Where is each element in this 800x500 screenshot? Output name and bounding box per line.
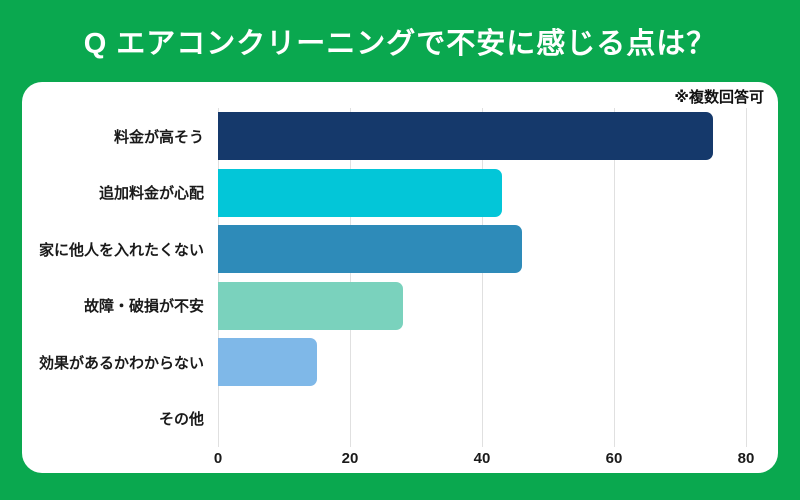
x-axis: 0 20 40 60 80 (214, 450, 778, 472)
bar (218, 225, 522, 274)
bar-track (218, 225, 778, 274)
bar-track (218, 112, 778, 161)
x-tick-label: 80 (737, 450, 755, 467)
category-label: 故障・破損が不安 (83, 298, 204, 316)
bar (218, 338, 317, 387)
x-tick-label: 20 (341, 450, 359, 467)
chart-card: ※複数回答可 料金が高そう追加料金が心配家に他人を入れたくない故障・破損が不安効… (22, 82, 778, 473)
chart-row: 追加料金が心配 (22, 165, 778, 222)
gridline (350, 108, 351, 447)
x-tick-label: 0 (213, 450, 223, 467)
chart-row: 料金が高そう (22, 108, 778, 165)
bar-track (218, 338, 778, 387)
category-label: 家に他人を入れたくない (38, 241, 204, 259)
gridline (218, 108, 219, 447)
chart-row: 効果があるかわからない (22, 334, 778, 391)
gridline (614, 108, 615, 447)
gridlines (218, 108, 778, 447)
bar-track (218, 281, 778, 330)
bar-chart: 料金が高そう追加料金が心配家に他人を入れたくない故障・破損が不安効果があるかわか… (22, 108, 778, 447)
bar (218, 168, 502, 217)
bar-track (218, 168, 778, 217)
bar (218, 112, 713, 161)
chart-row: その他 (22, 391, 778, 448)
chart-row: 故障・破損が不安 (22, 278, 778, 335)
category-label: その他 (158, 411, 204, 429)
gridline (746, 108, 747, 447)
x-tick-label: 40 (473, 450, 491, 467)
chart-row: 家に他人を入れたくない (22, 221, 778, 278)
multiple-answers-note: ※複数回答可 (674, 89, 764, 106)
category-label: 効果があるかわからない (38, 354, 204, 372)
category-label: 料金が高そう (113, 128, 204, 146)
title-bar: Q エアコンクリーニングで不安に感じる点は？ (0, 0, 800, 82)
chart-question-title: Q エアコンクリーニングで不安に感じる点は？ (83, 28, 717, 60)
bar (218, 281, 403, 330)
bar-track (218, 395, 778, 443)
gridline (482, 108, 483, 447)
category-label: 追加料金が心配 (98, 185, 204, 203)
x-tick-label: 60 (605, 450, 623, 467)
